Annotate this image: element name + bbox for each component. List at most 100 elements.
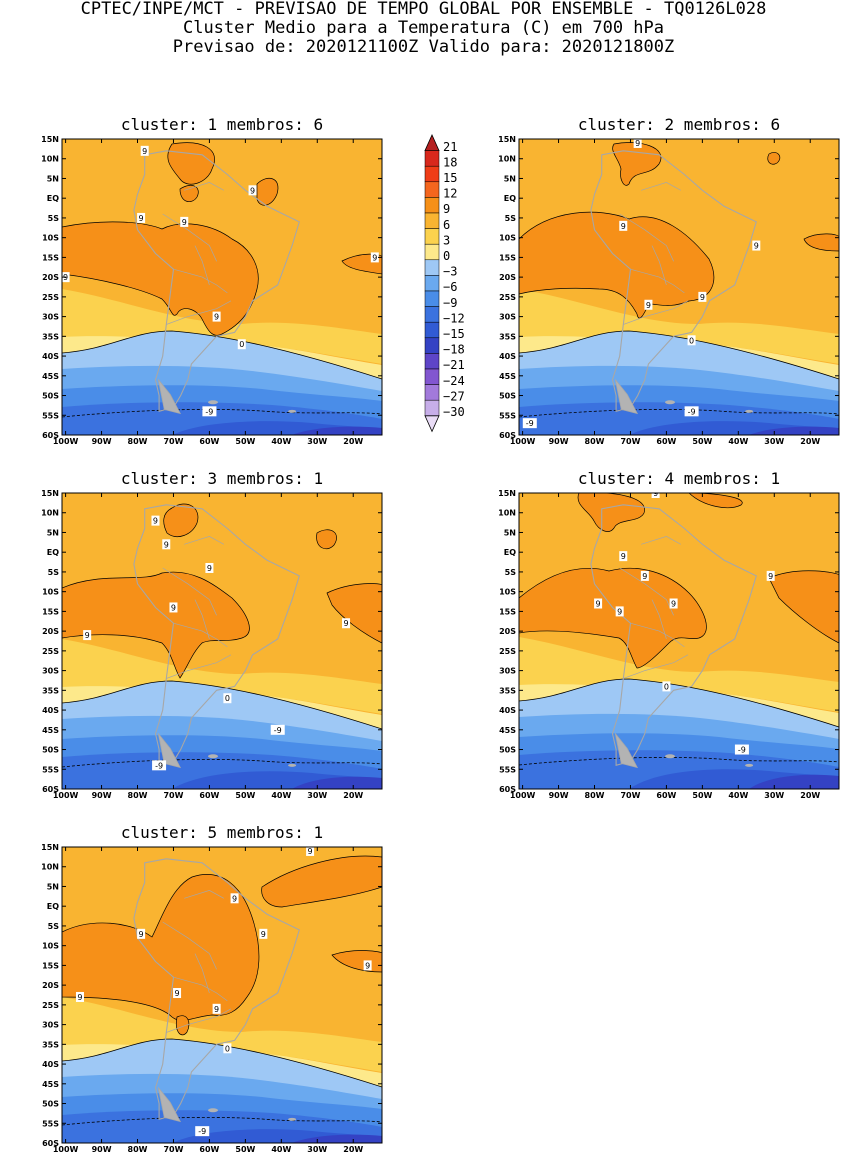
colorbar-segment xyxy=(424,275,440,292)
y-tick-label: 10S xyxy=(42,942,59,951)
x-tick-label: 20W xyxy=(343,437,363,446)
border-line-3 xyxy=(641,182,681,191)
x-tick-label: 100W xyxy=(510,437,536,446)
y-tick-label: 15N xyxy=(41,843,59,852)
colorbar-label: 9 xyxy=(443,202,450,216)
y-tick-label: 45S xyxy=(42,1080,59,1089)
border-line-4 xyxy=(623,654,689,679)
contour-label-8: -9 xyxy=(274,726,282,735)
warm-region-central xyxy=(62,874,260,1021)
y-tick-label: 35S xyxy=(42,332,59,341)
y-tick-label: 55S xyxy=(499,765,516,774)
contour-label-bg-5 xyxy=(230,893,239,904)
x-tick-label: 40W xyxy=(271,791,291,800)
header-line-3: Previsao de: 2020121100Z Valido para: 20… xyxy=(172,37,675,57)
contour-label-4: 9 xyxy=(646,301,651,310)
y-tick-label: 45S xyxy=(42,372,59,381)
border-line-3 xyxy=(184,890,224,899)
contour-neg9 xyxy=(519,408,839,418)
warm-region-east xyxy=(768,570,839,644)
colorbar-segment xyxy=(424,384,440,401)
y-tick-label: 5N xyxy=(504,174,516,183)
contour-label-bg-2 xyxy=(173,988,182,999)
contour-label-2: 9 xyxy=(139,214,144,223)
contour-label-bg-3 xyxy=(594,598,603,609)
contour-label-bg-8 xyxy=(522,418,537,429)
panel-frame xyxy=(61,846,383,1144)
contour-neg9 xyxy=(519,756,839,766)
colorbar-segment xyxy=(424,399,440,417)
contour-label-5: 9 xyxy=(372,253,377,262)
contour-label-bg-8 xyxy=(237,339,246,350)
x-tick-label: 50W xyxy=(235,437,255,446)
contour-label-bg-5 xyxy=(83,630,92,641)
temperature-field: 9 9 9 9 9 9 9 0 -9 xyxy=(519,489,839,789)
contour-label-1: 9 xyxy=(653,489,658,498)
contour-label-bg-7 xyxy=(766,570,775,581)
y-tick-label: 25S xyxy=(42,293,59,302)
x-tick-label: 90W xyxy=(92,437,112,446)
contour-label-bg-4 xyxy=(169,602,178,613)
contour-0 xyxy=(519,678,839,728)
contour-label-bg-7 xyxy=(684,406,699,417)
y-tick-label: 10N xyxy=(41,863,59,872)
y-tick-label: 15S xyxy=(42,607,59,616)
border-line-3 xyxy=(184,536,224,545)
colorbar-label: −21 xyxy=(443,358,465,372)
border-line-2 xyxy=(619,213,674,262)
contour-0 xyxy=(62,680,382,730)
contour-label-4: 9 xyxy=(214,1005,219,1014)
contour-0 xyxy=(62,1038,382,1088)
y-tick-label: 60S xyxy=(42,785,59,794)
contour-label-bg-5 xyxy=(640,570,649,581)
x-tick-label: 30W xyxy=(307,437,327,446)
border-line-5 xyxy=(194,599,210,640)
border-line-1 xyxy=(173,976,228,1002)
y-tick-label: 50S xyxy=(499,746,516,755)
y-tick-label: 35S xyxy=(499,686,516,695)
y-tick-label: EQ xyxy=(47,194,59,203)
border-line-5 xyxy=(194,953,210,994)
colorbar-label: −3 xyxy=(443,265,457,279)
y-tick-label: EQ xyxy=(47,548,59,557)
contour-label-8: 9 xyxy=(365,961,370,970)
contour-label-9: -9 xyxy=(738,746,746,755)
contour-label-8: 0 xyxy=(239,340,244,349)
contour-label-bg-5 xyxy=(370,252,379,263)
panel-title: cluster: 5 membros: 1 xyxy=(121,823,323,842)
colorbar-label: 18 xyxy=(443,155,457,169)
band-neg18-neg15 xyxy=(292,426,382,435)
panel-frame xyxy=(518,492,840,790)
falkland-islands xyxy=(208,754,219,759)
y-tick-label: 30S xyxy=(42,313,59,322)
y-tick-label: 5S xyxy=(505,214,517,223)
contour-label-5: 9 xyxy=(700,293,705,302)
contour-neg9 xyxy=(62,758,382,768)
contour-label-9: -9 xyxy=(205,407,213,416)
x-tick-label: 70W xyxy=(620,791,640,800)
coastline xyxy=(133,858,300,1121)
contour-label-3: 9 xyxy=(754,242,759,251)
y-tick-label: 5S xyxy=(48,922,60,931)
contour-label-bg-8 xyxy=(363,960,372,971)
y-tick-label: 15S xyxy=(499,253,516,262)
y-tick-label: 40S xyxy=(42,1060,59,1069)
y-tick-label: 40S xyxy=(499,706,516,715)
colorbar-segment xyxy=(424,165,440,183)
contour-0 xyxy=(519,330,839,380)
x-tick-label: 90W xyxy=(549,791,569,800)
contour-label-1: 9 xyxy=(153,517,158,526)
y-tick-label: 10S xyxy=(499,588,516,597)
y-tick-label: 15N xyxy=(498,489,516,498)
border-line-5 xyxy=(651,245,667,286)
x-tick-label: 80W xyxy=(585,791,605,800)
contour-label-bg-6 xyxy=(687,335,696,346)
contour-label-bg-6 xyxy=(259,928,268,939)
y-tick-label: 15N xyxy=(41,489,59,498)
y-tick-label: 40S xyxy=(42,706,59,715)
contour-label-1: 9 xyxy=(635,139,640,148)
contour-label-7: 9 xyxy=(308,847,313,856)
band-3-6 xyxy=(519,637,839,712)
